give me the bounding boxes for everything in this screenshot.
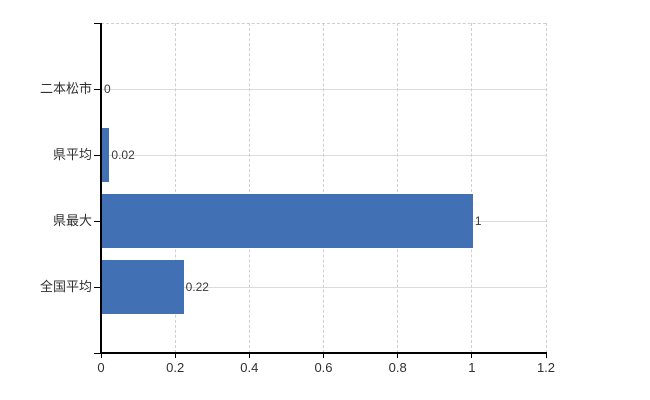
y-axis-tick: [94, 286, 101, 288]
x-axis-tick-label: 1.2: [536, 360, 556, 375]
x-axis-tick: [323, 353, 324, 358]
x-axis-tick-label: 0.4: [240, 360, 259, 375]
category-label: 県最大: [52, 213, 92, 228]
value-label: 0: [104, 82, 111, 96]
v-gridline: [471, 23, 473, 353]
y-axis-tick: [94, 154, 101, 156]
bar: [102, 194, 473, 248]
y-axis: [100, 23, 102, 354]
value-label: 0.22: [185, 280, 209, 294]
x-axis: [100, 352, 547, 354]
v-gridline: [545, 23, 547, 353]
x-axis-tick-label: 0.6: [314, 360, 333, 375]
v-gridline: [397, 23, 399, 353]
x-axis-tick-label: 0.2: [166, 360, 185, 375]
x-axis-tick: [471, 353, 473, 358]
x-axis-tick: [248, 353, 250, 358]
x-axis-tick-label: 0: [97, 360, 105, 375]
category-label: 二本松市: [39, 81, 92, 96]
x-axis-tick: [174, 353, 176, 358]
v-gridline: [323, 23, 324, 353]
x-axis-tick: [100, 353, 102, 358]
v-gridline: [174, 23, 176, 353]
bar: [102, 260, 184, 314]
y-axis-tick: [94, 88, 101, 90]
y-axis-tick: [94, 220, 101, 222]
x-axis-tick: [397, 353, 399, 358]
x-axis-tick-label: 0.8: [388, 360, 407, 375]
value-label: 1: [474, 214, 482, 228]
x-axis-tick-label: 1: [468, 360, 476, 375]
x-axis-tick: [545, 353, 547, 358]
value-label: 0.02: [111, 148, 135, 162]
category-label: 全国平均: [39, 279, 92, 294]
y-axis-tick: [94, 22, 101, 24]
y-axis-tick: [94, 352, 101, 354]
bar: [102, 128, 110, 182]
v-gridline: [248, 23, 250, 353]
category-label: 県平均: [52, 147, 92, 162]
